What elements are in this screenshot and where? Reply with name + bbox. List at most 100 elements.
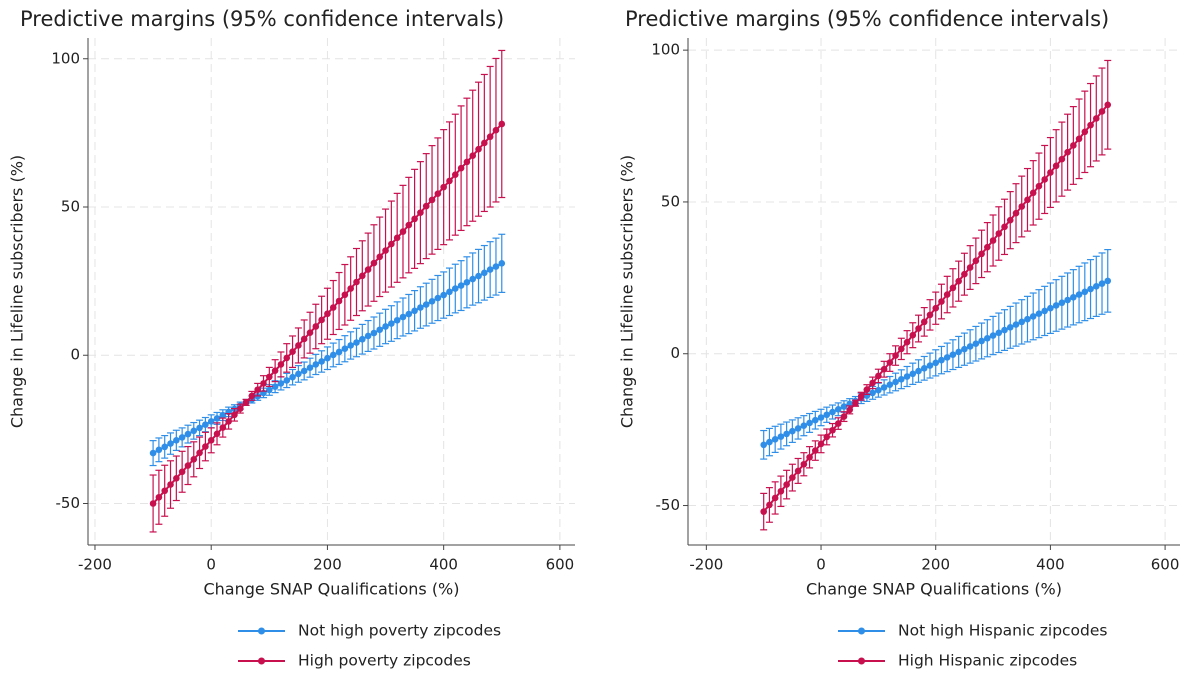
point [932, 304, 940, 312]
point [1098, 280, 1106, 287]
point [949, 284, 957, 292]
x-tick-label: 200 [313, 556, 342, 574]
point [972, 340, 980, 348]
point [329, 351, 337, 359]
point [388, 240, 395, 248]
point [829, 426, 836, 434]
point [202, 443, 209, 450]
point [1092, 115, 1100, 122]
point [886, 359, 894, 366]
point [266, 386, 273, 394]
point [370, 329, 378, 337]
point [909, 331, 917, 339]
x-tick-label: 600 [546, 556, 575, 574]
point [777, 487, 785, 495]
point [920, 318, 928, 326]
point [225, 418, 232, 425]
point [972, 257, 980, 265]
point [829, 408, 836, 416]
point [469, 275, 477, 283]
point [481, 269, 488, 277]
point [955, 348, 962, 356]
point [892, 352, 899, 359]
y-axis-label: Change in Lifeline subscribers (%) [8, 155, 27, 428]
point [995, 230, 1003, 237]
point [789, 474, 796, 481]
y-tick-label: -50 [656, 496, 681, 514]
point [184, 430, 192, 438]
point [190, 427, 198, 435]
y-tick-label: 100 [651, 41, 680, 59]
point [863, 386, 871, 393]
point [295, 342, 302, 349]
point [411, 307, 418, 315]
point [783, 430, 790, 438]
legend-label: High poverty zipcodes [298, 652, 471, 670]
point [434, 190, 442, 197]
point [295, 370, 302, 378]
point [834, 420, 842, 427]
point [289, 373, 296, 381]
point [498, 260, 506, 267]
point [155, 493, 163, 501]
point [840, 413, 848, 420]
point [823, 433, 831, 441]
point [903, 373, 911, 380]
point [869, 379, 876, 387]
point [207, 418, 215, 425]
point [1058, 299, 1066, 307]
point [178, 468, 186, 476]
point [399, 228, 407, 235]
point [451, 171, 459, 178]
point [236, 405, 244, 412]
point [353, 339, 360, 346]
x-tick-label: 400 [1036, 556, 1065, 574]
point [1035, 310, 1043, 317]
point [405, 310, 413, 318]
point [1081, 288, 1089, 296]
point [1087, 285, 1094, 293]
point [898, 375, 905, 383]
point [840, 403, 848, 410]
legend-label: High Hispanic zipcodes [898, 652, 1077, 670]
point [155, 446, 163, 454]
point [196, 424, 203, 432]
point [1041, 307, 1048, 315]
point [277, 380, 285, 387]
point [1012, 209, 1020, 217]
point [852, 399, 859, 407]
point [880, 365, 888, 373]
point [938, 298, 945, 305]
x-tick-label: 0 [816, 556, 826, 574]
point [428, 196, 436, 204]
point [1064, 148, 1071, 156]
point [812, 416, 819, 424]
point [149, 449, 157, 457]
point [312, 323, 320, 330]
point [411, 215, 418, 223]
point [417, 304, 424, 311]
point [920, 365, 928, 372]
legend-label: Not high Hispanic zipcodes [898, 622, 1108, 640]
point [1104, 277, 1112, 285]
point [335, 348, 343, 356]
point [451, 285, 459, 292]
point [1098, 108, 1106, 115]
point [875, 386, 882, 394]
point [806, 453, 813, 461]
point [766, 438, 773, 446]
point [335, 297, 343, 305]
point [481, 139, 488, 147]
point [202, 421, 209, 428]
point [1070, 142, 1077, 149]
y-tick-label: -50 [56, 494, 81, 512]
point [173, 474, 180, 482]
point [469, 152, 477, 160]
point [434, 294, 442, 302]
point [370, 259, 378, 267]
point [1058, 155, 1066, 163]
point [219, 424, 227, 431]
point [898, 345, 905, 353]
point [359, 335, 366, 343]
legend-marker [858, 657, 865, 665]
